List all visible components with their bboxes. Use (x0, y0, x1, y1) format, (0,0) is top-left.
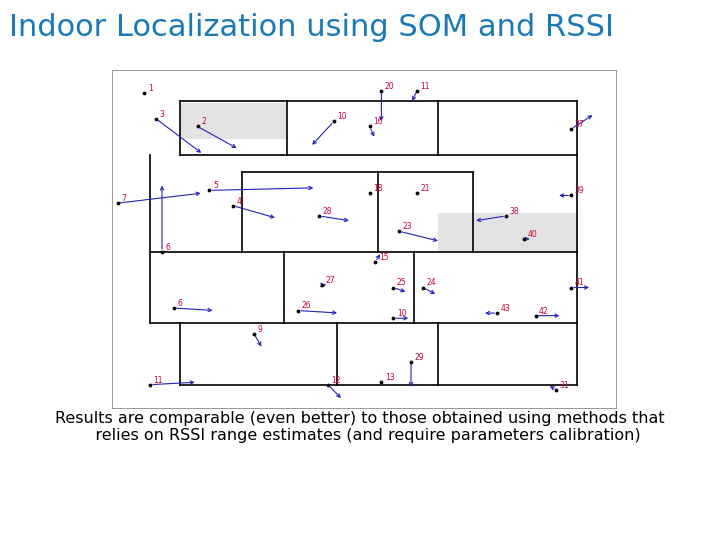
Text: 18: 18 (373, 184, 382, 193)
Text: 37: 37 (575, 120, 585, 129)
Text: 25: 25 (397, 279, 406, 287)
Text: 42: 42 (539, 307, 549, 315)
Text: 6: 6 (177, 299, 182, 308)
Text: 5: 5 (213, 181, 218, 190)
Text: ARIZONA STATE UNIVERSITY: ARIZONA STATE UNIVERSITY (616, 526, 704, 531)
Text: 26: 26 (302, 301, 312, 310)
Text: 39: 39 (575, 186, 585, 195)
Text: 6: 6 (166, 242, 171, 252)
Text: 1: 1 (148, 84, 153, 93)
Text: 15: 15 (379, 253, 389, 262)
Text: 3: 3 (160, 110, 164, 119)
Text: 31: 31 (560, 381, 570, 390)
Text: school of engineering: school of engineering (616, 511, 698, 519)
Text: 7: 7 (121, 194, 126, 203)
Text: 41: 41 (575, 279, 585, 287)
Text: 11: 11 (153, 376, 163, 384)
Text: 16: 16 (373, 117, 383, 126)
Text: 28: 28 (323, 207, 332, 216)
Bar (180, 104, 287, 139)
Text: 10: 10 (338, 112, 347, 122)
Text: 23: 23 (402, 222, 413, 231)
Text: 12: 12 (332, 376, 341, 384)
Text: 24: 24 (426, 279, 436, 287)
Text: 43: 43 (500, 304, 510, 313)
Text: Sandeep K.S. Gupta: Sandeep K.S. Gupta (297, 497, 423, 510)
Text: Results are comparable (even better) to those obtained using methods that: Results are comparable (even better) to … (55, 411, 665, 427)
Text: 38: 38 (510, 207, 519, 216)
Text: 11: 11 (420, 82, 430, 91)
Text: 2: 2 (201, 117, 206, 126)
Text: 9: 9 (258, 325, 262, 334)
Text: 20: 20 (385, 82, 395, 91)
Text: FULTON: FULTON (644, 491, 705, 505)
Text: 13: 13 (385, 373, 395, 382)
Text: 10: 10 (397, 309, 406, 318)
Text: IMPACT Lab: IMPACT Lab (11, 497, 166, 521)
Text: 29: 29 (415, 353, 424, 362)
Text: 27: 27 (325, 276, 336, 285)
Text: ASU: ASU (616, 488, 660, 507)
Text: 4: 4 (237, 197, 242, 206)
Text: 40: 40 (527, 230, 537, 239)
Bar (438, 213, 577, 252)
Text: Indoor Localization using SOM and RSSI: Indoor Localization using SOM and RSSI (9, 14, 613, 43)
Text: relies on RSSI range estimates (and require parameters calibration): relies on RSSI range estimates (and requ… (80, 428, 640, 443)
Text: 21: 21 (420, 184, 430, 193)
